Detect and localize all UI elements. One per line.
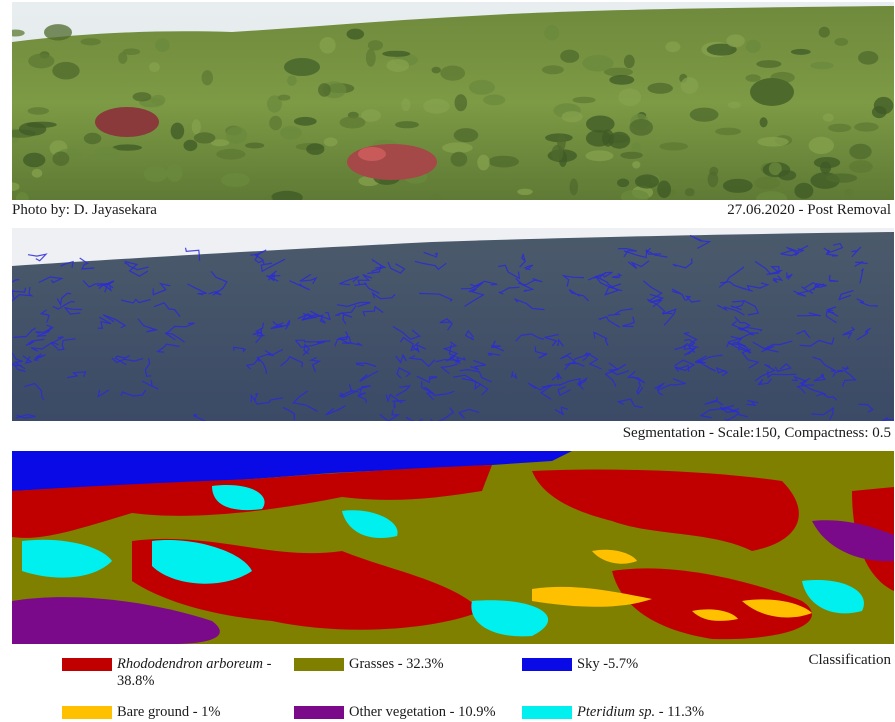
photo-date-caption: 27.06.2020 - Post Removal <box>727 202 891 218</box>
legend-swatch <box>522 706 572 719</box>
legend-item-other-vegetation: Other vegetation - 10.9% <box>294 704 496 721</box>
legend-label: Rhododendron arboreum - 38.8% <box>117 656 272 689</box>
legend-item-pteridium: Pteridium sp. - 11.3% <box>522 704 704 721</box>
legend-swatch <box>62 658 112 671</box>
shrub-texture <box>12 24 894 200</box>
legend-item-grasses: Grasses - 32.3% <box>294 656 444 673</box>
legend-swatch <box>522 658 572 671</box>
legend-label: Grasses - 32.3% <box>349 656 444 672</box>
legend-label: Sky -5.7% <box>577 656 639 672</box>
legend-swatch <box>294 658 344 671</box>
legend-item-rhododendron: Rhododendron arboreum - 38.8% <box>62 656 292 690</box>
photo-credit: Photo by: D. Jayasekara <box>12 202 157 218</box>
legend-swatch <box>294 706 344 719</box>
class-sky-region <box>12 451 572 491</box>
segmentation-image <box>12 228 894 421</box>
rhododendron-trees <box>95 58 794 180</box>
legend-label: Bare ground - 1% <box>117 704 221 720</box>
segment-outlines <box>12 234 894 421</box>
legend-label: Pteridium sp. - 11.3% <box>577 704 705 720</box>
field-photo <box>12 2 894 200</box>
segmentation-illustration <box>12 228 894 421</box>
legend-swatch <box>62 706 112 719</box>
classification-caption: Classification <box>808 652 892 668</box>
classification-illustration <box>12 451 894 644</box>
hillside-photo-illustration <box>12 2 894 200</box>
segmentation-caption: Segmentation - Scale:150, Compactness: 0… <box>622 425 891 441</box>
legend-item-sky: Sky -5.7% <box>522 656 638 673</box>
legend-item-bare-ground: Bare ground - 1% <box>62 704 220 721</box>
legend-label: Other vegetation - 10.9% <box>349 704 496 720</box>
classification-map <box>12 451 894 644</box>
